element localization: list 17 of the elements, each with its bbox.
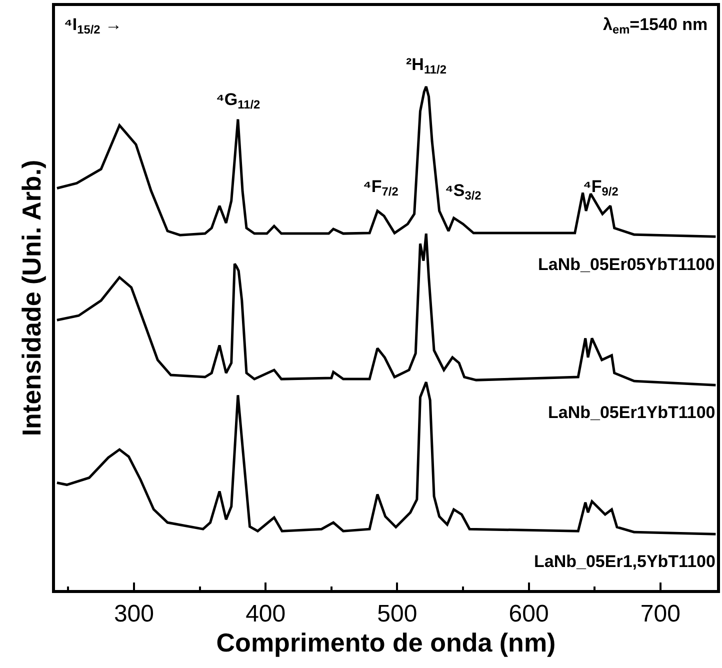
annotation: ⁴S$_{3/2}$: [445, 181, 482, 203]
x-axis-title: Comprimento de onda (nm): [216, 628, 556, 658]
x-tick-label: 400: [246, 600, 286, 628]
series-label: LaNb_05Er1,5YbT1100: [534, 552, 716, 571]
annotation: ⁴F$_{9/2}$: [583, 177, 619, 199]
x-tick-label: 700: [640, 600, 680, 628]
x-tick-label: 300: [114, 600, 154, 628]
x-tick-label: 500: [377, 600, 418, 628]
series-label: LaNb_05Er05YbT1100: [538, 255, 715, 274]
text: λ$_{em}$=1540 nm: [603, 15, 708, 37]
annotation: ⁴G$_{11/2}$: [216, 90, 261, 112]
y-axis-title: Intensidade (Uni. Arb.): [16, 160, 47, 436]
series-label: LaNb_05Er1YbT1100: [548, 403, 716, 422]
annotation: ⁴F$_{7/2}$: [363, 177, 399, 199]
x-tick-label: 600: [508, 600, 549, 628]
text: ⁴I$_{15/2}$ →: [64, 15, 122, 37]
text: ²H$_{11/2}$: [406, 55, 447, 77]
